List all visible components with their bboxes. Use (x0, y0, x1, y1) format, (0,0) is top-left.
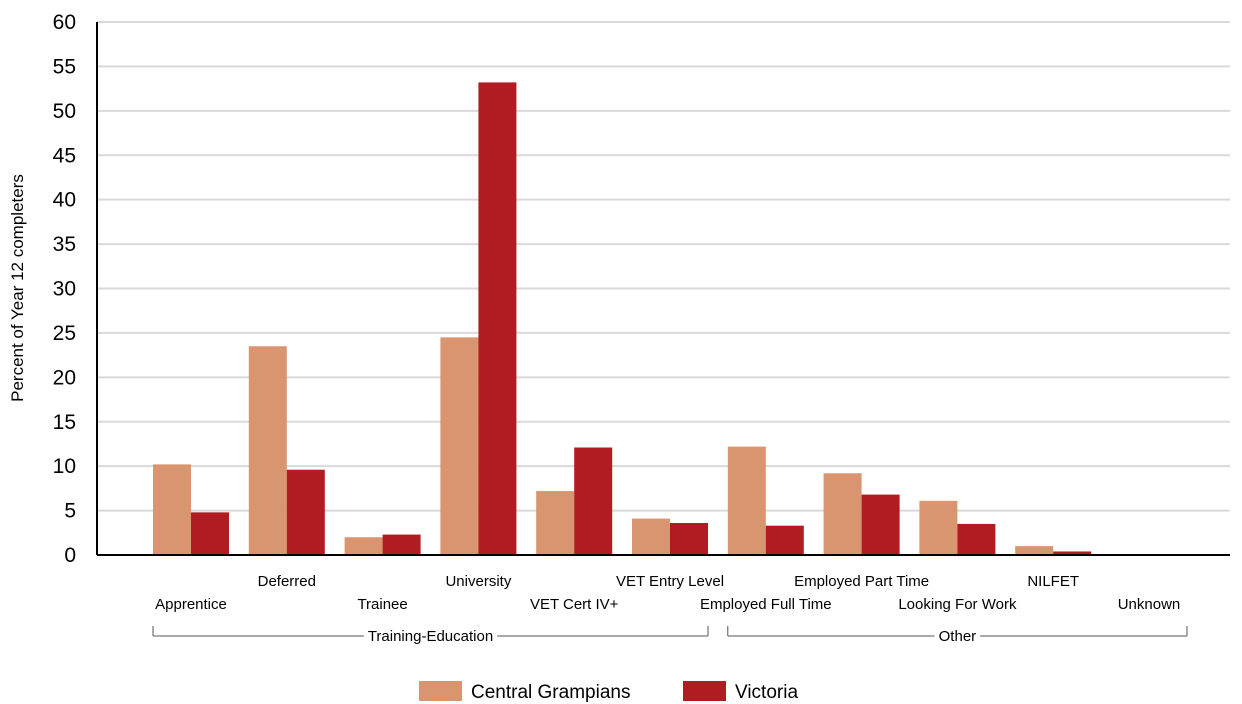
y-tick-label: 50 (53, 100, 76, 123)
y-tick-label: 0 (64, 544, 76, 567)
y-tick-label: 25 (53, 322, 76, 345)
y-tick-label: 5 (64, 500, 76, 523)
y-tick-label: 60 (53, 11, 76, 34)
bar-central-grampians (536, 491, 575, 555)
y-tick-labels: 0 5 10 15 20 25 30 35 40 45 50 55 60 (53, 11, 76, 567)
y-tick-label: 30 (53, 278, 76, 301)
bar-victoria (286, 469, 325, 555)
bar-victoria (670, 523, 708, 555)
bar-central-grampians (823, 473, 862, 555)
y-tick-label: 35 (53, 233, 76, 256)
legend: Central Grampians Victoria (419, 681, 798, 703)
bar-victoria (1053, 551, 1092, 555)
bar-central-grampians (1015, 546, 1054, 555)
y-tick-label: 40 (53, 189, 76, 212)
x-category-label: Apprentice (155, 596, 227, 613)
y-tick-label: 20 (53, 366, 76, 389)
y-axis-label: Percent of Year 12 completers (8, 174, 27, 402)
legend-label: Central Grampians (471, 682, 630, 703)
bar-victoria (957, 523, 996, 555)
bar-central-grampians (919, 500, 958, 555)
axes (96, 22, 1230, 556)
bar-central-grampians (153, 464, 191, 555)
legend-swatch (683, 681, 726, 701)
legend-swatch (419, 681, 462, 701)
bar-victoria (574, 447, 613, 555)
bar-victoria (478, 82, 517, 555)
x-category-label: Employed Part Time (794, 573, 929, 590)
y-tick-label: 10 (53, 455, 76, 478)
x-category-label: NILFET (1027, 573, 1079, 590)
bar-victoria (382, 534, 421, 555)
category-group-label: Other (939, 628, 977, 645)
x-category-labels: Apprentice Deferred Trainee University VET C… (155, 573, 1180, 613)
x-category-label: University (445, 573, 511, 590)
bar-central-grampians (727, 446, 766, 555)
bar-central-grampians (344, 537, 383, 555)
x-category-label: Employed Full Time (700, 596, 832, 613)
y-tick-label: 15 (53, 411, 76, 434)
x-category-label: VET Cert IV+ (530, 596, 619, 613)
x-category-label: Looking For Work (898, 596, 1017, 613)
legend-label: Victoria (735, 682, 798, 703)
bar-victoria (861, 494, 900, 555)
x-category-label: Deferred (258, 573, 316, 590)
y-tick-label: 45 (53, 144, 76, 167)
category-groups: Training-Education Other (152, 626, 1188, 645)
x-category-label: VET Entry Level (616, 573, 724, 590)
x-category-label: Trainee (357, 596, 407, 613)
bars (153, 82, 1092, 555)
bar-victoria (191, 512, 229, 555)
bar-victoria (765, 525, 804, 555)
y-tick-label: 55 (53, 55, 76, 78)
bar-central-grampians (248, 346, 287, 555)
bar-central-grampians (440, 337, 479, 555)
bar-central-grampians (632, 518, 670, 555)
category-group-label: Training-Education (368, 628, 493, 645)
x-category-label: Unknown (1118, 596, 1181, 613)
